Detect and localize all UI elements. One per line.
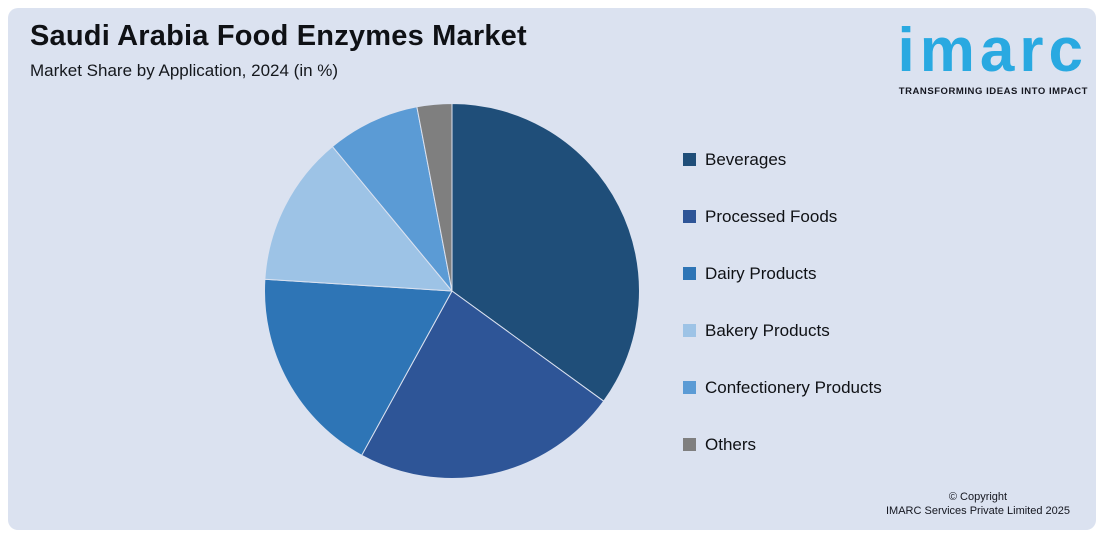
- legend-swatch: [683, 381, 696, 394]
- pie-slice-confectionery-products: [331, 106, 453, 292]
- legend-item-processed-foods: Processed Foods: [683, 205, 882, 228]
- pie-chart: [264, 103, 640, 479]
- pie-slice-beverages: [451, 103, 640, 402]
- legend-swatch: [683, 267, 696, 280]
- legend-label: Beverages: [705, 149, 787, 169]
- legend-item-beverages: Beverages: [683, 148, 882, 171]
- imarc-wordmark: imarc: [897, 16, 1088, 85]
- imarc-tagline: TRANSFORMING IDEAS INTO IMPACT: [898, 86, 1088, 97]
- pie-slice-processed-foods: [361, 290, 605, 479]
- legend-label: Confectionery Products: [705, 377, 882, 397]
- legend-item-confectionery-products: Confectionery Products: [683, 376, 882, 399]
- legend-label: Bakery Products: [705, 320, 830, 340]
- copyright-notice: © Copyright IMARC Services Private Limit…: [886, 490, 1070, 518]
- pie-slice-bakery-products: [264, 146, 453, 292]
- infographic-panel: Saudi Arabia Food Enzymes Market Market …: [8, 8, 1096, 530]
- pie-chart-container: [262, 101, 642, 481]
- legend-item-dairy-products: Dairy Products: [683, 262, 882, 285]
- legend-swatch: [683, 153, 696, 166]
- legend-swatch: [683, 324, 696, 337]
- chart-legend: Beverages Processed Foods Dairy Products Ba…: [683, 148, 882, 490]
- copyright-line2: IMARC Services Private Limited 2025: [885, 505, 1070, 517]
- legend-label: Dairy Products: [705, 263, 817, 283]
- pie-slice-dairy-products: [264, 278, 453, 456]
- legend-label: Processed Foods: [705, 206, 838, 226]
- legend-label: Others: [705, 434, 757, 454]
- legend-item-others: Others: [683, 433, 882, 456]
- copyright-line1: © Copyright: [948, 491, 1008, 503]
- chart-subtitle: Market Share by Application, 2024 (in %): [30, 61, 339, 80]
- legend-swatch: [683, 438, 696, 451]
- legend-item-bakery-products: Bakery Products: [683, 319, 882, 342]
- pie-slice-others: [416, 103, 453, 292]
- page-title: Saudi Arabia Food Enzymes Market: [30, 20, 527, 52]
- legend-swatch: [683, 210, 696, 223]
- imarc-logo: imarc TRANSFORMING IDEAS INTO IMPACT: [898, 12, 1088, 97]
- chart-header: Saudi Arabia Food Enzymes Market Market …: [30, 18, 527, 82]
